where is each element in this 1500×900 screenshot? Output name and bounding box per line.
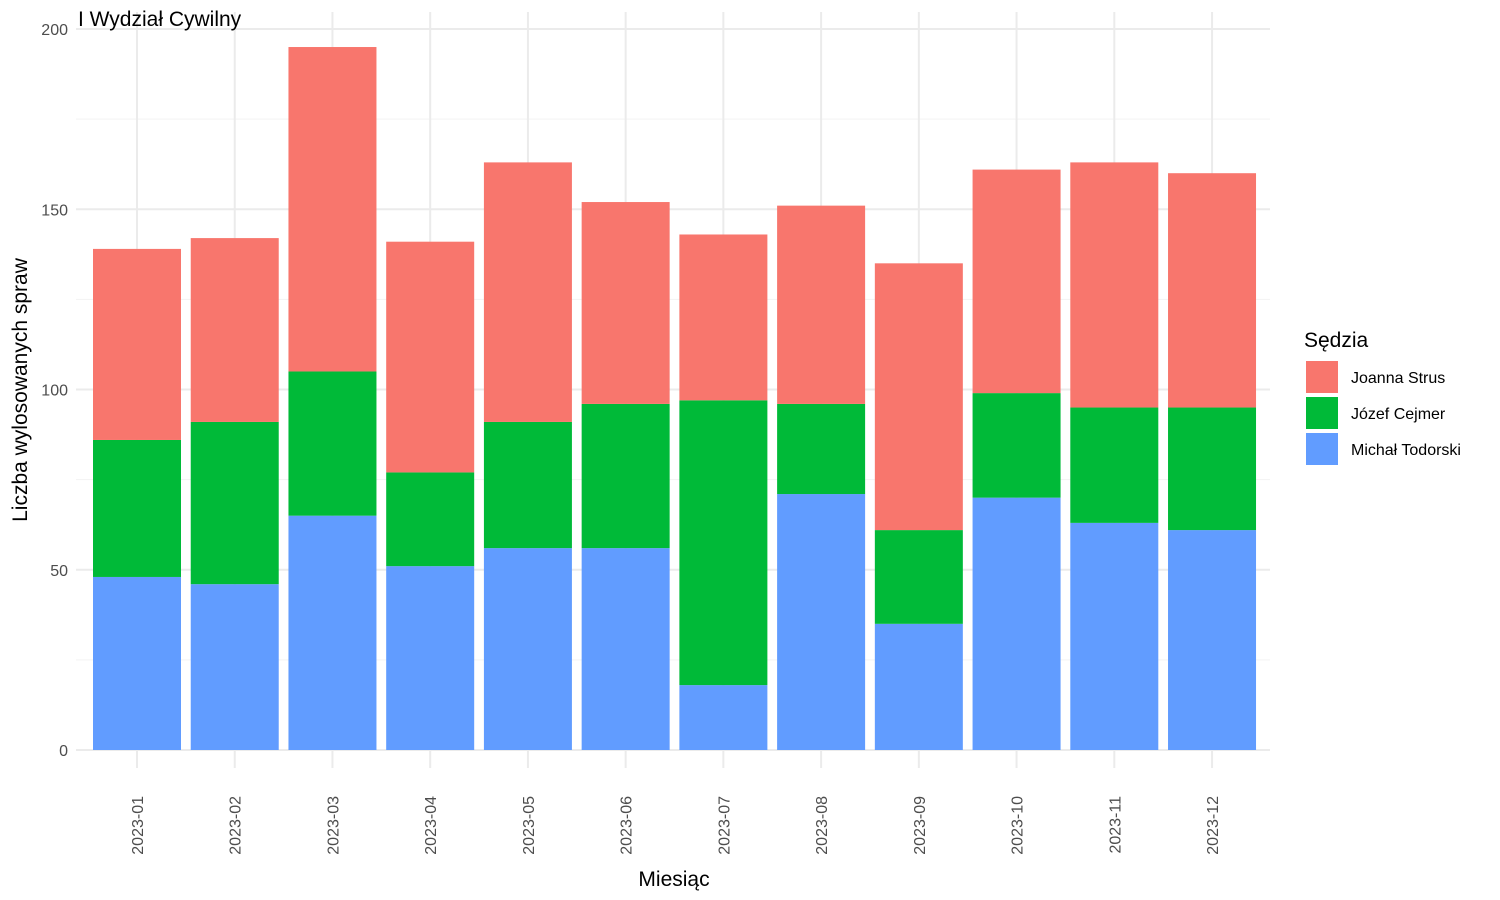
bar-segment — [679, 685, 768, 750]
legend-key — [1306, 433, 1338, 465]
y-axis-title: Liczba wylosowanych spraw — [9, 257, 32, 522]
bar-segment — [190, 421, 279, 585]
bar-segment — [1168, 173, 1257, 408]
legend-label: Michał Todorski — [1351, 442, 1461, 459]
bar-segment — [93, 576, 181, 750]
bar-segment — [972, 393, 1061, 498]
x-tick-label: 2023-08 — [814, 796, 831, 855]
x-tick-label: 2023-12 — [1205, 796, 1222, 855]
bar-segment — [288, 515, 377, 750]
y-tick-label: 100 — [41, 383, 68, 400]
bar-segment — [93, 439, 181, 577]
y-axis-ticks: 0 50 100 150 200 — [41, 22, 68, 760]
bar-segment — [483, 162, 572, 422]
bars-layer — [93, 47, 1257, 750]
bar-segment — [972, 169, 1061, 394]
x-tick-label: 2023-09 — [912, 796, 929, 855]
bar-segment — [1070, 162, 1159, 408]
bar-segment — [1168, 530, 1257, 750]
chart-title: I Wydział Cywilny — [78, 8, 242, 31]
x-tick-label: 2023-02 — [228, 796, 245, 855]
x-tick-label: 2023-04 — [423, 796, 440, 855]
legend: Sędzia Joanna Strus Józef Cejmer Michał To… — [1304, 329, 1461, 465]
legend-key — [1306, 397, 1338, 429]
bar-segment — [972, 497, 1061, 750]
bar-segment — [1168, 407, 1257, 531]
bar-segment — [874, 623, 963, 750]
legend-label: Joanna Strus — [1351, 370, 1445, 387]
bar-segment — [386, 566, 475, 750]
bar-segment — [581, 202, 670, 404]
bar-segment — [581, 548, 670, 750]
legend-key — [1306, 361, 1338, 393]
y-tick-label: 0 — [59, 743, 68, 760]
y-tick-label: 200 — [41, 22, 68, 39]
bar-segment — [581, 403, 670, 549]
bar-segment — [288, 47, 377, 372]
x-axis-title: Miesiąc — [638, 868, 709, 891]
bar-segment — [386, 241, 475, 473]
x-tick-label: 2023-11 — [1107, 796, 1124, 854]
bar-segment — [386, 472, 475, 567]
bar-segment — [777, 494, 866, 750]
bar-segment — [679, 400, 768, 686]
x-axis-ticks: 2023-01 2023-02 2023-03 2023-04 2023-05 2023-… — [130, 796, 1222, 855]
x-tick-label: 2023-01 — [130, 796, 147, 855]
legend-label: Józef Cejmer — [1351, 406, 1446, 423]
bar-segment — [1070, 407, 1159, 523]
bar-segment — [679, 234, 768, 401]
bar-segment — [190, 584, 279, 750]
bar-segment — [777, 205, 866, 404]
bar-segment — [288, 371, 377, 516]
bar-segment — [874, 530, 963, 624]
legend-title: Sędzia — [1304, 329, 1369, 352]
bar-segment — [777, 403, 866, 495]
y-tick-label: 150 — [41, 202, 68, 219]
x-tick-label: 2023-03 — [325, 796, 342, 855]
bar-segment — [190, 238, 279, 422]
x-tick-label: 2023-05 — [521, 796, 538, 855]
x-tick-label: 2023-06 — [619, 796, 636, 855]
x-tick-label: 2023-10 — [1010, 796, 1027, 855]
bar-segment — [483, 548, 572, 750]
bar-segment — [1070, 522, 1159, 750]
x-tick-label: 2023-07 — [716, 796, 733, 855]
bar-segment — [874, 263, 963, 531]
bar-segment — [93, 248, 181, 440]
y-tick-label: 50 — [50, 563, 68, 580]
bar-segment — [483, 421, 572, 549]
